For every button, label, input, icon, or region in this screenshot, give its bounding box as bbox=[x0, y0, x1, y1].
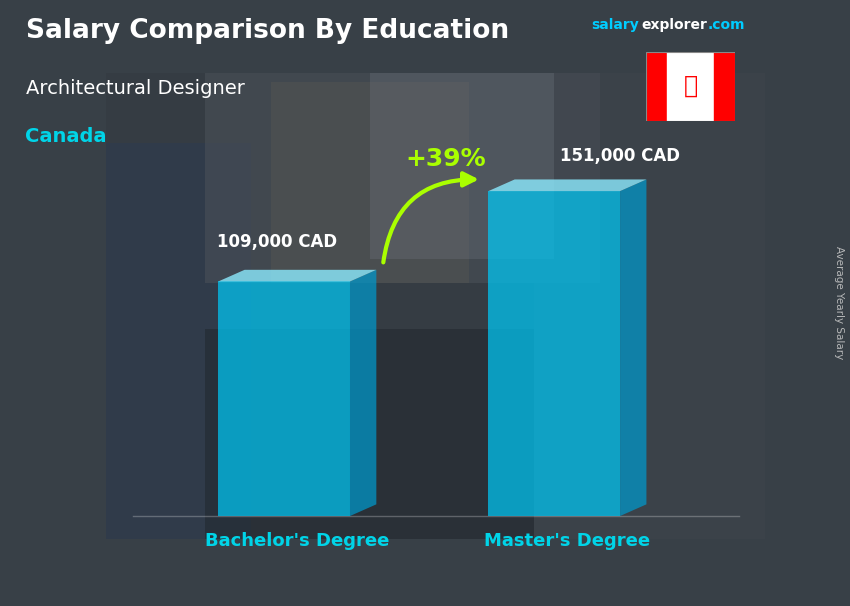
Polygon shape bbox=[535, 73, 765, 539]
Polygon shape bbox=[488, 179, 647, 191]
Polygon shape bbox=[205, 73, 600, 282]
Text: +39%: +39% bbox=[405, 147, 486, 171]
Polygon shape bbox=[106, 142, 252, 539]
Text: 🍁: 🍁 bbox=[683, 74, 698, 98]
Polygon shape bbox=[370, 73, 554, 259]
Text: salary: salary bbox=[591, 18, 638, 32]
Polygon shape bbox=[488, 191, 620, 516]
Text: 151,000 CAD: 151,000 CAD bbox=[560, 147, 680, 165]
Text: Average Yearly Salary: Average Yearly Salary bbox=[834, 247, 844, 359]
Text: .com: .com bbox=[708, 18, 745, 32]
Bar bbox=[667, 52, 714, 121]
Text: explorer: explorer bbox=[642, 18, 707, 32]
Bar bbox=[714, 52, 735, 121]
Polygon shape bbox=[271, 82, 468, 282]
Text: Bachelor's Degree: Bachelor's Degree bbox=[205, 532, 389, 550]
Bar bbox=[646, 52, 667, 121]
Polygon shape bbox=[350, 270, 377, 516]
Text: Salary Comparison By Education: Salary Comparison By Education bbox=[26, 18, 508, 44]
Text: Architectural Designer: Architectural Designer bbox=[26, 79, 245, 98]
Text: 109,000 CAD: 109,000 CAD bbox=[218, 233, 337, 251]
Polygon shape bbox=[218, 281, 350, 516]
Polygon shape bbox=[620, 179, 647, 516]
Polygon shape bbox=[205, 330, 535, 539]
Text: Master's Degree: Master's Degree bbox=[484, 532, 650, 550]
Polygon shape bbox=[218, 270, 377, 281]
Text: Canada: Canada bbox=[26, 127, 107, 146]
